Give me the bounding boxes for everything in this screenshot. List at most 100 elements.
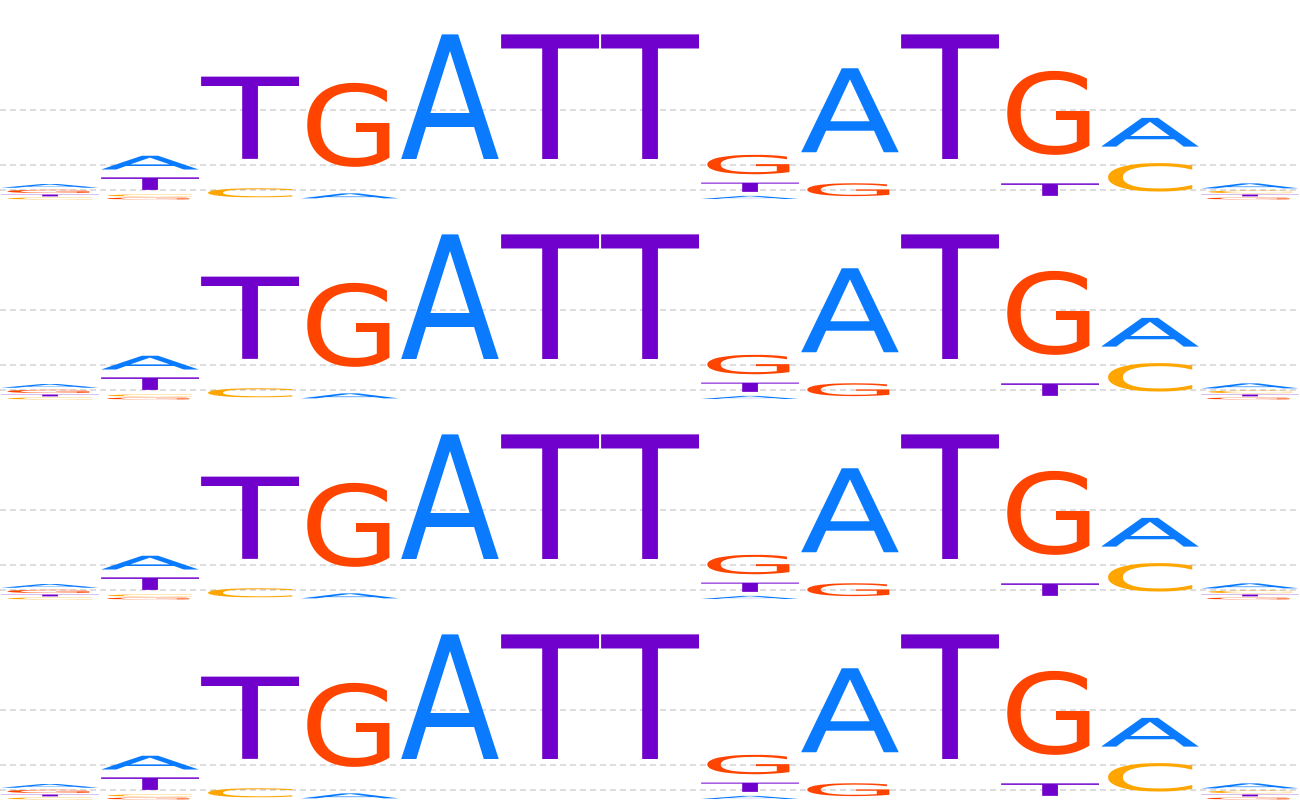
logo-letter-a: A xyxy=(800,446,900,580)
logo-letter-a: A xyxy=(1200,382,1300,390)
logo-letter-a: A xyxy=(400,400,500,600)
logo-letter-t: T xyxy=(1200,194,1299,197)
logo-letter-c: C xyxy=(0,597,100,600)
logo-letter-g: G xyxy=(800,380,900,400)
logo-letter-t: T xyxy=(1000,780,1100,800)
logo-letter-g: G xyxy=(100,797,200,800)
logo-letter-g: G xyxy=(700,150,800,180)
logo-letter-t: T xyxy=(100,774,200,794)
logo-letter-c: C xyxy=(200,586,300,600)
logo-letter-t: T xyxy=(601,0,700,199)
logo-letter-g: G xyxy=(1200,197,1300,200)
logo-letter-t: T xyxy=(501,600,600,799)
logo-letter-c: C xyxy=(100,194,200,197)
logo-letter-g: G xyxy=(100,197,200,200)
logo-letter-g: G xyxy=(300,263,400,392)
logo-letter-t: T xyxy=(501,0,600,199)
logo-letter-g: G xyxy=(300,63,400,192)
logo-letter-t: T xyxy=(1000,580,1100,600)
logo-letter-a: A xyxy=(100,752,200,774)
logo-letter-t: T xyxy=(100,374,200,394)
logo-letter-t: T xyxy=(200,655,299,786)
logo-letter-t: T xyxy=(700,780,800,795)
logo-letter-a: A xyxy=(1100,311,1200,357)
logo-letter-t: T xyxy=(601,200,700,399)
logo-letter-a: A xyxy=(400,600,500,800)
logo-letter-c: C xyxy=(1200,790,1300,794)
logo-letter-c: C xyxy=(0,797,100,800)
logo-letter-a: A xyxy=(700,595,800,600)
logo-letter-t: T xyxy=(901,200,1000,399)
logo-letter-t: T xyxy=(901,600,1000,799)
logo-letter-a: A xyxy=(100,552,200,574)
logo-letter-c: C xyxy=(200,386,300,400)
logo-letter-t: T xyxy=(700,580,800,595)
logo-letter-g: G xyxy=(1200,797,1300,800)
logo-letter-t: T xyxy=(1200,794,1299,797)
logo-letter-t: T xyxy=(200,455,299,586)
logo-letter-c: C xyxy=(1100,156,1200,200)
logo-letter-g: G xyxy=(800,580,900,600)
logo-letter-g: G xyxy=(100,397,200,400)
logo-letter-a: A xyxy=(100,352,200,374)
logo-letter-g: G xyxy=(0,189,100,194)
logo-letter-g: G xyxy=(1000,651,1100,780)
logo-letter-a: A xyxy=(1100,511,1200,557)
logo-letter-g: G xyxy=(700,350,800,380)
logo-letter-t: T xyxy=(1000,180,1100,200)
logo-letter-g: G xyxy=(300,663,400,792)
logo-letter-t: T xyxy=(1200,394,1299,397)
logo-letter-a: A xyxy=(1100,111,1200,157)
logo-letter-a: A xyxy=(1200,582,1300,590)
logo-letter-g: G xyxy=(700,750,800,780)
logo-letter-a: A xyxy=(800,646,900,780)
logo-letter-a: A xyxy=(1200,182,1300,190)
logo-letter-a: A xyxy=(100,152,200,174)
logo-letter-g: G xyxy=(0,589,100,594)
logo-letter-g: G xyxy=(1200,597,1300,600)
logo-letter-t: T xyxy=(901,0,1000,199)
logo-letter-a: A xyxy=(300,392,400,400)
logo-letter-t: T xyxy=(601,400,700,599)
logo-letter-g: G xyxy=(0,389,100,394)
logo-letter-t: T xyxy=(200,255,299,386)
logo-letter-a: A xyxy=(1100,711,1200,757)
logo-letter-g: G xyxy=(800,780,900,800)
logo-letter-t: T xyxy=(0,194,99,197)
logo-letter-c: C xyxy=(1200,390,1300,394)
logo-letter-g: G xyxy=(100,597,200,600)
logo-letter-a: A xyxy=(400,200,500,400)
logo-letter-t: T xyxy=(901,400,1000,599)
logo-letter-c: C xyxy=(1100,356,1200,400)
logo-letter-t: T xyxy=(700,380,800,395)
logo-letter-a: A xyxy=(700,795,800,800)
logo-letter-c: C xyxy=(1200,190,1300,194)
logo-letter-a: A xyxy=(700,395,800,400)
logo-letter-t: T xyxy=(0,594,99,597)
logo-letter-a: A xyxy=(300,592,400,600)
logo-letter-t: T xyxy=(100,574,200,594)
logo-letter-t: T xyxy=(0,794,99,797)
logo-letter-c: C xyxy=(1100,756,1200,800)
logo-letter-a: A xyxy=(300,792,400,800)
logo-letter-t: T xyxy=(501,400,600,599)
logo-letter-a: A xyxy=(800,246,900,380)
logo-letter-t: T xyxy=(200,55,299,186)
logo-letter-g: G xyxy=(1000,51,1100,180)
logo-letter-c: C xyxy=(200,786,300,800)
logo-letter-a: A xyxy=(800,46,900,180)
logo-letter-a: A xyxy=(0,383,100,389)
logo-letter-a: A xyxy=(700,195,800,200)
logo-letter-t: T xyxy=(601,600,700,799)
logo-letter-g: G xyxy=(0,789,100,794)
logo-letter-g: G xyxy=(1000,451,1100,580)
logo-letter-t: T xyxy=(100,174,200,194)
logo-letter-a: A xyxy=(400,0,500,200)
logo-letter-t: T xyxy=(501,200,600,399)
logo-letter-g: G xyxy=(1000,251,1100,380)
logo-letter-c: C xyxy=(200,186,300,200)
